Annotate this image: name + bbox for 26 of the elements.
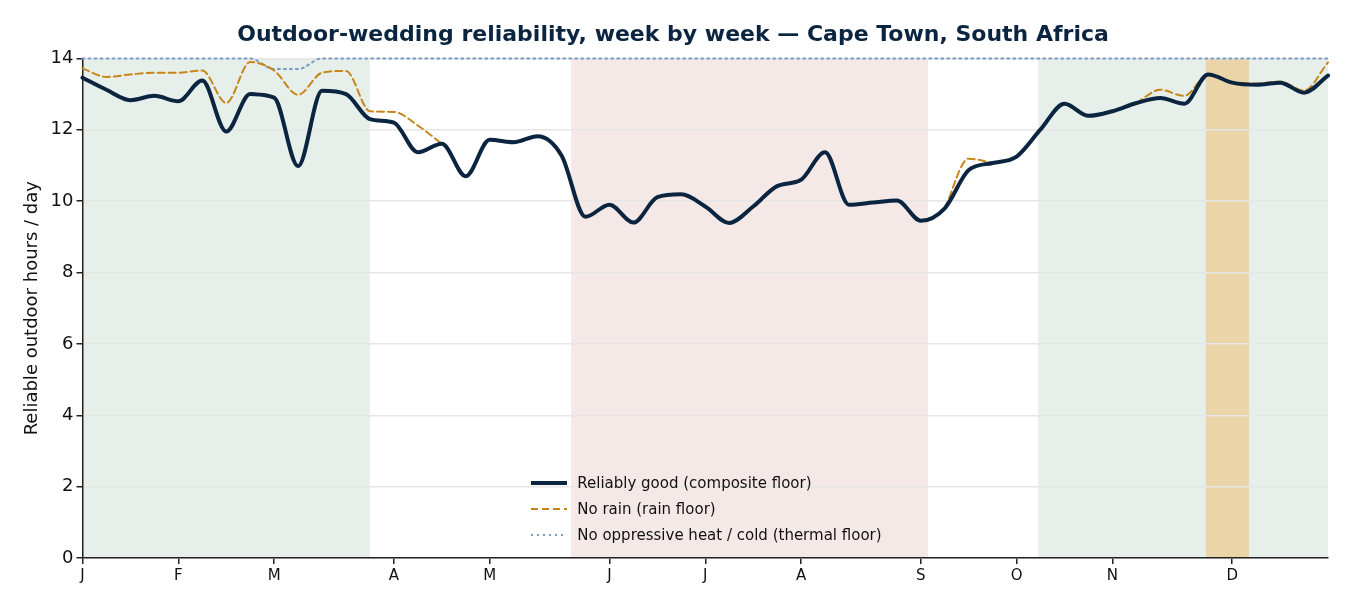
x-tick-label: D [1226,565,1238,584]
y-axis-title: Reliable outdoor hours / day [20,180,42,436]
y-tick-label: 0 [62,545,74,567]
x-tick-label: A [388,565,400,584]
y-tick-label: 6 [62,331,74,353]
y-tick-label: 2 [62,474,74,496]
x-tick-label: J [79,565,85,584]
y-tick-label: 14 [50,46,74,68]
y-tick-label: 4 [62,402,74,424]
line-series [80,72,1330,225]
chart-title: Outdoor-wedding reliability, week by week — Cape Town, South Africa [237,20,1109,46]
x-tick-label: N [1106,565,1119,584]
x-tick-label: J [702,565,708,584]
x-tick-label: M [483,565,497,584]
legend-label: No rain (rain floor) [577,499,716,520]
x-tick-label: A [795,565,807,584]
x-tick-label: J [606,565,612,584]
y-tick-label: 10 [50,188,74,210]
x-tick-label: S [916,565,926,584]
x-tick-label: O [1010,565,1023,584]
y-tick-label: 8 [62,260,74,282]
legend-label: Reliably good (composite floor) [577,473,812,494]
x-tick-label: M [267,565,281,584]
x-tick-label: F [173,565,183,584]
y-tick-label: 12 [50,117,74,139]
legend-label: No oppressive heat / cold (thermal floor) [577,525,882,546]
